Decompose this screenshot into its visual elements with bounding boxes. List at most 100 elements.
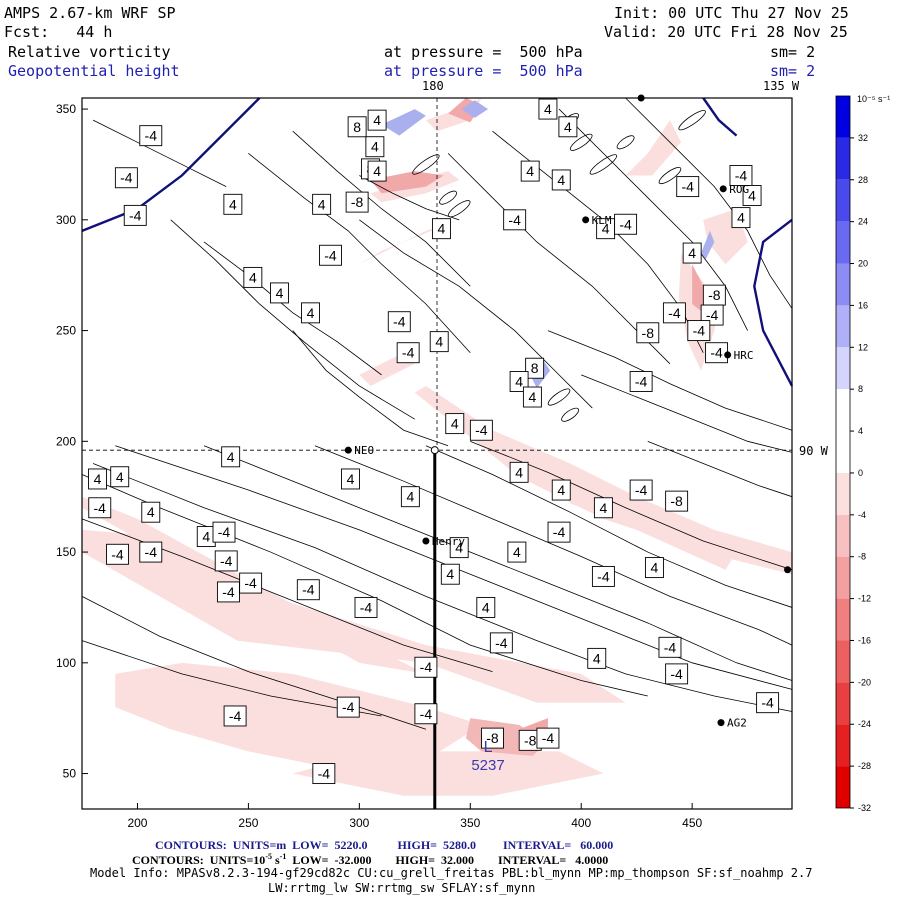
contour-label-box (400, 486, 420, 508)
height-contour-5280b (702, 97, 738, 137)
low-center-label: L (484, 739, 493, 756)
contour-label: -4 (542, 730, 555, 746)
contour-label-box (636, 322, 660, 344)
contour-label-box (319, 244, 342, 266)
vorticity-fill-positive (701, 230, 715, 260)
contour-label: -4 (420, 659, 433, 675)
colorbar-tick-label: -8 (858, 552, 866, 562)
field2-level: at pressure = 500 hPa (384, 62, 583, 80)
contour-label: -4 (393, 314, 406, 330)
colorbar-swatch (836, 472, 850, 515)
contour-label: 8 (353, 119, 361, 135)
contour-label: 4 (688, 245, 696, 261)
contour-label: 4 (557, 482, 565, 498)
contour-label: 4 (737, 210, 745, 226)
station-marker (582, 216, 590, 224)
colorbar-swatch (836, 179, 850, 222)
contour-label: 4 (451, 416, 459, 432)
contour-label: -4 (145, 128, 158, 144)
contour-label: -4 (220, 553, 233, 569)
colorbar-tick-label: 20 (858, 259, 868, 269)
vorticity-contour-loop (439, 190, 458, 205)
contour-label: 4 (373, 112, 381, 128)
contour-label: 4 (435, 334, 443, 350)
contour-label-box (700, 304, 724, 326)
vorticity-contour-loop (447, 200, 471, 218)
contour-label: -4 (244, 575, 257, 591)
contour-label-box (507, 541, 527, 563)
contour-label-box (662, 302, 686, 324)
contour-label-box (449, 537, 469, 559)
init-time: Init: 00 UTC Thu 27 Nov 25 (614, 4, 849, 22)
plot-frame (81, 97, 793, 810)
contour-label: -4 (360, 599, 373, 615)
vorticity-contour-loop (616, 135, 635, 150)
colorbar-swatch (836, 389, 850, 432)
field1-level: at pressure = 500 hPa (384, 43, 583, 61)
contour-label: 4 (229, 196, 237, 212)
contour-lines (81, 97, 793, 730)
contour-label-box (106, 543, 129, 565)
vorticity-contour-loop (678, 110, 706, 131)
contour-label-box (214, 550, 238, 572)
station-label: HRC (734, 349, 754, 362)
contour-label: -4 (94, 500, 107, 516)
contour-label: -4 (706, 307, 719, 323)
contour-label: -4 (670, 666, 683, 682)
footer-units-rest: LOW= -32.000 HIGH= 32.000 INTERVAL= 4.00… (286, 853, 609, 867)
station-label: ROG (729, 183, 749, 196)
vorticity-fill-strong-neg (692, 264, 706, 313)
contour-label-box (431, 218, 451, 240)
vorticity-contour (203, 241, 382, 376)
contour-label: -4 (222, 584, 235, 600)
vorticity-fill-positive (381, 109, 426, 136)
vorticity-contour (81, 640, 382, 717)
contour-label-box (629, 479, 653, 501)
colorbar-tick-label: -24 (858, 719, 871, 729)
vorticity-contour-loop (589, 154, 618, 175)
contour-label: -4 (597, 568, 610, 584)
colorbar-tick-label: 8 (858, 384, 863, 394)
contour-label: -4 (145, 544, 158, 560)
station-label: AG2 (727, 717, 747, 730)
y-tick-label: 250 (56, 324, 76, 338)
vorticity-contour (292, 330, 449, 447)
contour-label-box (665, 663, 689, 685)
footer-units-s: s (271, 853, 280, 867)
contour-label: -8 (524, 732, 537, 748)
colorbar-tick-label: 24 (858, 217, 868, 227)
contour-label: 4 (515, 464, 523, 480)
contour-label: 4 (455, 540, 463, 556)
field1-smoothing: sm= 2 (770, 43, 816, 61)
contour-label: -4 (635, 374, 648, 390)
footer-height-info: CONTOURS: UNITS=m LOW= 5220.0 HIGH= 5280… (155, 838, 614, 852)
contour-label-box (88, 468, 107, 490)
vorticity-contour (170, 219, 416, 420)
low-center-value: 5237 (471, 757, 504, 774)
contour-label-box (212, 521, 236, 543)
vorticity-contour (359, 175, 460, 221)
contour-label: -4 (553, 524, 566, 540)
vorticity-fill-positive-neg (292, 751, 604, 796)
meridian-180-label: 180 (422, 79, 444, 93)
vorticity-contour-loop (412, 154, 440, 175)
contour-label-box (396, 342, 420, 364)
contour-label-box (365, 136, 385, 158)
contour-label: -4 (318, 766, 331, 782)
contour-label-box (547, 521, 571, 543)
vorticity-contour (625, 97, 793, 309)
model-title: AMPS 2.67-km WRF SP (4, 4, 176, 22)
contour-label: 4 (249, 269, 257, 285)
forecast-hour: Fcst: 44 h (4, 23, 113, 41)
contour-label: -4 (619, 216, 632, 232)
contour-label: 4 (147, 504, 155, 520)
vorticity-contour (547, 330, 793, 431)
height-contour-5280 (753, 218, 794, 387)
contour-label: -4 (735, 168, 748, 184)
contour-label: -4 (120, 170, 133, 186)
contour-label-box (88, 497, 112, 519)
colorbar-swatch (836, 305, 850, 348)
contour-label-box (114, 167, 138, 189)
contour-label-box (614, 213, 638, 235)
colorbar-swatch (836, 137, 850, 180)
